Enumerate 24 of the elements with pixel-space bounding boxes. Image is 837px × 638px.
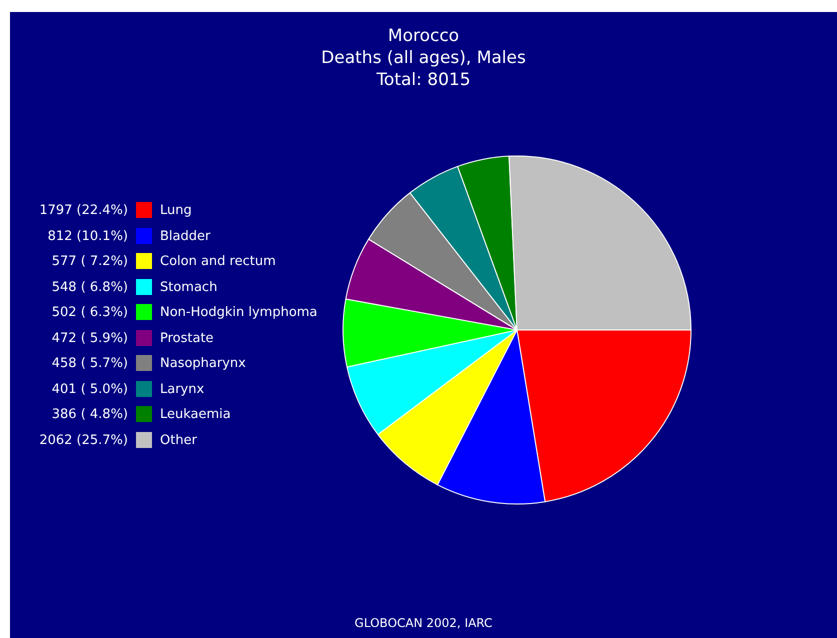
data-label: 548 ( 6.8%) [50,280,128,294]
legend-label: Lung [160,203,192,218]
legend-label: Non-Hodgkin lymphoma [160,305,318,320]
data-label: 386 ( 4.8%) [50,407,128,422]
legend-label: Colon and rectum [160,254,276,269]
data-label: 1797 (22.4%) [38,203,128,218]
data-label: 812 (10.1%) [46,228,128,244]
data-label: 2062 (25.7%) [38,432,128,448]
data-label: 401 ( 5.0%) [50,382,128,396]
chart-subtitle: Deaths (all ages), Males [320,48,527,68]
data-label: 577 ( 7.2%) [50,254,128,269]
legend-label: Leukaemia [160,407,231,422]
legend-label: Prostate [160,330,214,346]
legend-label: Stomach [160,280,218,294]
data-label: 502 ( 6.3%) [50,305,128,320]
legend-label: Other [160,432,197,448]
legend-label: Bladder [160,228,210,244]
text: Total: 8015 [375,70,472,90]
chart-title: Morocco [386,26,460,46]
text: GLOBOCAN 2002, IARC [354,616,494,630]
data-label: 472 ( 5.9%) [50,330,128,346]
data-label: 458 ( 5.7%) [50,356,128,371]
legend-label: Larynx [160,382,204,396]
legend-label: Nasopharynx [160,356,246,371]
